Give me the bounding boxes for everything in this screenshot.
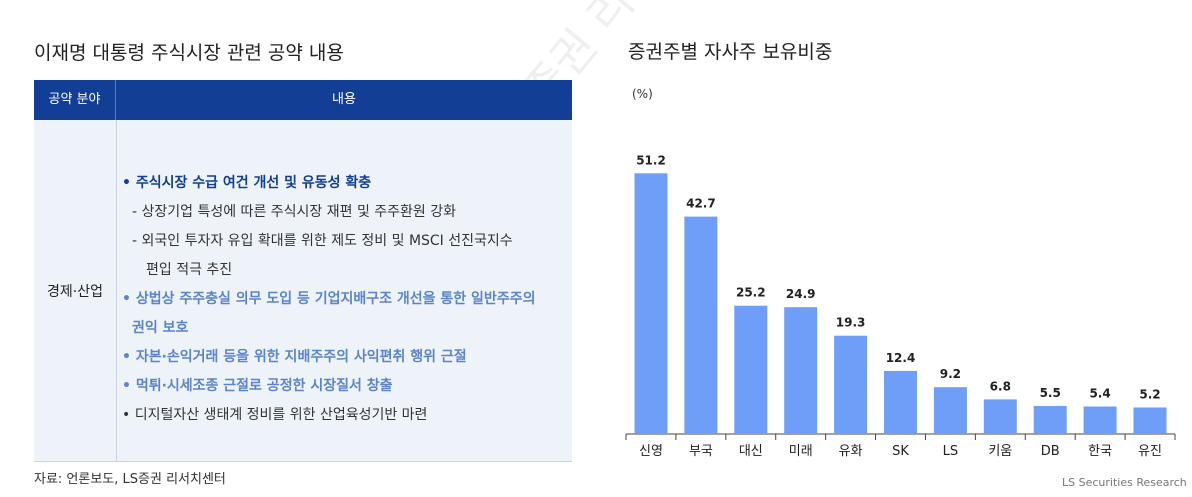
x-tick-label: DB (1041, 444, 1060, 459)
bar (884, 370, 917, 434)
table-header: 공약 분야 내용 (34, 80, 572, 120)
x-tick-label: LS (943, 444, 959, 459)
data-label: 5.5 (1040, 386, 1061, 400)
pledge-table: 공약 분야 내용 경제·산업 • 주식시장 수급 여건 개선 및 유동성 확충 … (34, 80, 572, 462)
x-tick-label: SK (892, 444, 909, 459)
x-tick-label: 미래 (789, 444, 813, 459)
x-tick-label: 유화 (839, 444, 863, 459)
x-tick-label: 키움 (988, 444, 1012, 459)
brand-footer: LS Securities Research (1062, 476, 1187, 489)
data-label: 6.8 (990, 379, 1011, 393)
header-category: 공약 분야 (34, 80, 116, 120)
pledge-line: • 자본·손익거래 등을 위한 지배주주의 사익편취 행위 근절 (122, 349, 467, 365)
bar (983, 399, 1017, 434)
header-content: 내용 (332, 92, 356, 107)
bar (684, 216, 718, 434)
bar (1033, 406, 1067, 434)
x-tick-label: 유진 (1138, 444, 1162, 459)
category-cell: 경제·산업 (47, 284, 103, 300)
x-tick-label: 부국 (689, 444, 713, 459)
data-label: 9.2 (940, 367, 961, 381)
data-label: 19.3 (836, 316, 866, 330)
column-divider (116, 120, 117, 462)
bar (784, 307, 818, 434)
data-label: 51.2 (636, 153, 666, 167)
data-label: 24.9 (786, 287, 816, 301)
data-label: 5.2 (1139, 388, 1160, 402)
data-label: 42.7 (686, 197, 716, 211)
pledge-line: - 상장기업 특성에 따른 주식시장 재편 및 주주환원 강화 (132, 204, 457, 220)
bar (834, 335, 868, 434)
pledge-line: • 상법상 주주충실 의무 도입 등 기업지배구조 개선을 통한 일반주주의 (122, 291, 536, 307)
source-note: 자료: 언론보도, LS증권 리서치센터 (34, 472, 226, 487)
pledge-line: • 주식시장 수급 여건 개선 및 유동성 확충 (122, 175, 372, 191)
bar (933, 387, 967, 434)
chart-unit: (%) (632, 87, 653, 101)
pledge-line: - 외국인 투자자 유입 확대를 위한 제도 정비 및 MSCI 선진국지수 (132, 233, 513, 249)
x-tick-label: 한국 (1088, 444, 1112, 459)
left-panel-title: 이재명 대통령 주식시장 관련 공약 내용 (34, 42, 344, 64)
data-label: 5.4 (1089, 387, 1110, 401)
bar-chart: 51.2 신영 42.7 부국 25.2 대신 24.9 미래 19.3 유화 12.4 SK 9.2 L… (625, 153, 1176, 459)
data-label: 12.4 (886, 351, 916, 365)
bar (634, 173, 668, 435)
bar (734, 305, 768, 434)
pledge-line: • 디지털자산 생태계 정비를 위한 산업육성기반 마련 (122, 407, 428, 423)
pledge-line: 권익 보호 (132, 320, 189, 336)
bar (1083, 406, 1117, 434)
pledge-line: 편입 적극 추진 (146, 262, 233, 278)
x-tick-label: 신영 (639, 444, 663, 459)
bar (1133, 407, 1167, 434)
pledge-line: • 먹튀·시세조종 근절로 공정한 시장질서 창출 (122, 378, 393, 394)
data-label: 25.2 (736, 286, 766, 300)
x-tick-label: 대신 (739, 444, 763, 459)
chart-title: 증권주별 자사주 보유비중 (628, 41, 833, 63)
